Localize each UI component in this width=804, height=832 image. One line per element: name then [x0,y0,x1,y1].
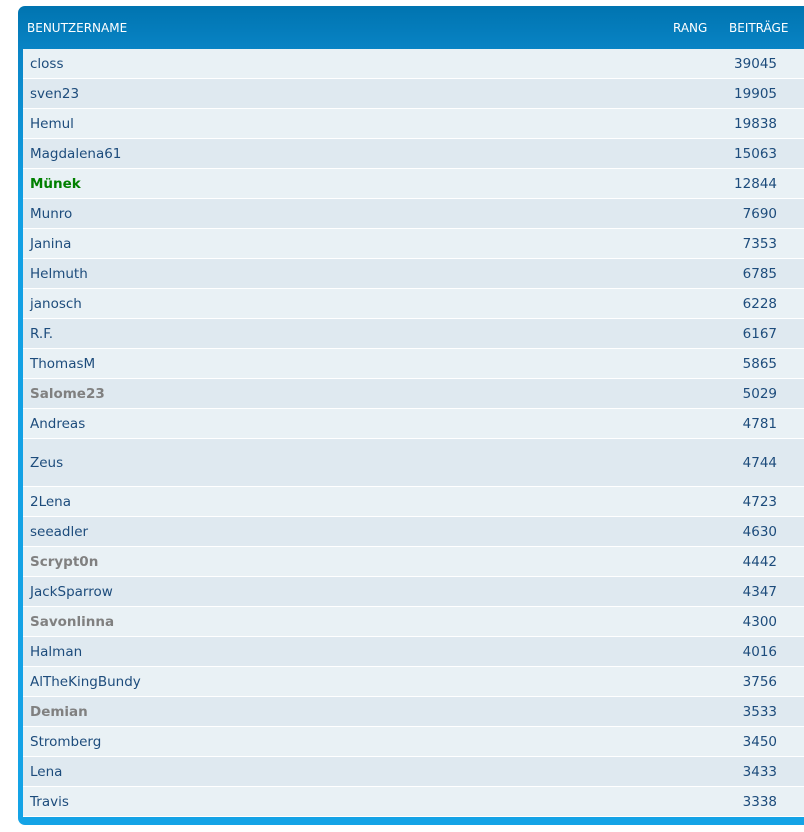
post-count: 6785 [742,265,777,282]
username-link[interactable]: 2Lena [30,493,72,510]
post-count: 3756 [742,673,777,690]
table-row: Stromberg 3450 [23,727,804,757]
post-count: 4300 [742,613,777,630]
username-link[interactable]: Hemul [30,115,74,132]
table-row: R.F. 6167 [23,319,804,349]
post-count: 15063 [734,145,777,162]
username-link[interactable]: Munro [30,205,73,222]
post-count: 4442 [742,553,777,570]
table-row: 2Lena 4723 [23,487,804,517]
username-link[interactable]: sven23 [30,85,80,102]
table-row: Scrypt0n 4442 [23,547,804,577]
post-count: 4744 [742,454,777,471]
username-link[interactable]: closs [30,55,64,72]
post-count: 6228 [742,295,777,312]
table-header: BENUTZERNAME RANG BEITRÄGE [18,6,804,49]
table-row: Helmuth 6785 [23,259,804,289]
username-link[interactable]: Demian [30,703,88,720]
table-row: JackSparrow 4347 [23,577,804,607]
table-row: closs 39045 [23,49,804,79]
post-count: 3433 [742,763,777,780]
username-link[interactable]: Lena [30,763,63,780]
username-link[interactable]: Savonlinna [30,613,115,630]
table-row: Münek 12844 [23,169,804,199]
post-count: 4723 [742,493,777,510]
table-row: sven23 19905 [23,79,804,109]
post-count: 5865 [742,355,777,372]
table-row: Munro 7690 [23,199,804,229]
table-row: Travis 3338 [23,787,804,817]
column-header-rank[interactable]: RANG [673,21,708,35]
table-row: seeadler 4630 [23,517,804,547]
username-link[interactable]: Zeus [30,454,64,471]
username-link[interactable]: Andreas [30,415,86,432]
table-row: Halman 4016 [23,637,804,667]
post-count: 6167 [742,325,777,342]
post-count: 4016 [742,643,777,660]
table-body: closs 39045 sven23 19905 Hemul 19838 Magdalena… [23,49,804,817]
post-count: 39045 [734,55,777,72]
username-link[interactable]: R.F. [30,325,54,342]
username-link[interactable]: Scrypt0n [30,553,99,570]
post-count: 19905 [734,85,777,102]
table-row: Andreas 4781 [23,409,804,439]
members-table: BENUTZERNAME RANG BEITRÄGE closs 39045 sve… [18,6,804,825]
table-row: Magdalena61 15063 [23,139,804,169]
table-row: ThomasM 5865 [23,349,804,379]
post-count: 3338 [742,793,777,810]
table-row: AlTheKingBundy 3756 [23,667,804,697]
post-count: 3450 [742,733,777,750]
username-link[interactable]: Salome23 [30,385,105,402]
username-link[interactable]: Janina [30,235,72,252]
post-count: 4781 [742,415,777,432]
username-link[interactable]: ThomasM [30,355,96,372]
username-link[interactable]: Magdalena61 [30,145,122,162]
post-count: 4347 [742,583,777,600]
table-row: Janina 7353 [23,229,804,259]
username-link[interactable]: seeadler [30,523,89,540]
table-row: Savonlinna 4300 [23,607,804,637]
username-link[interactable]: Helmuth [30,265,88,282]
post-count: 7353 [742,235,777,252]
post-count: 12844 [734,175,777,192]
column-header-posts[interactable]: BEITRÄGE [729,21,789,35]
username-link[interactable]: Travis [30,793,69,810]
post-count: 4630 [742,523,777,540]
table-row: janosch 6228 [23,289,804,319]
username-link[interactable]: AlTheKingBundy [30,673,141,690]
post-count: 5029 [742,385,777,402]
username-link[interactable]: JackSparrow [30,583,113,600]
post-count: 3533 [742,703,777,720]
username-link[interactable]: janosch [30,295,82,312]
table-row: Hemul 19838 [23,109,804,139]
username-link[interactable]: Stromberg [30,733,102,750]
post-count: 19838 [734,115,777,132]
table-row: Lena 3433 [23,757,804,787]
username-link[interactable]: Münek [30,175,81,192]
table-row: Zeus 4744 [23,439,804,487]
column-header-username[interactable]: BENUTZERNAME [27,21,128,35]
table-row: Salome23 5029 [23,379,804,409]
username-link[interactable]: Halman [30,643,83,660]
table-row: Demian 3533 [23,697,804,727]
post-count: 7690 [742,205,777,222]
